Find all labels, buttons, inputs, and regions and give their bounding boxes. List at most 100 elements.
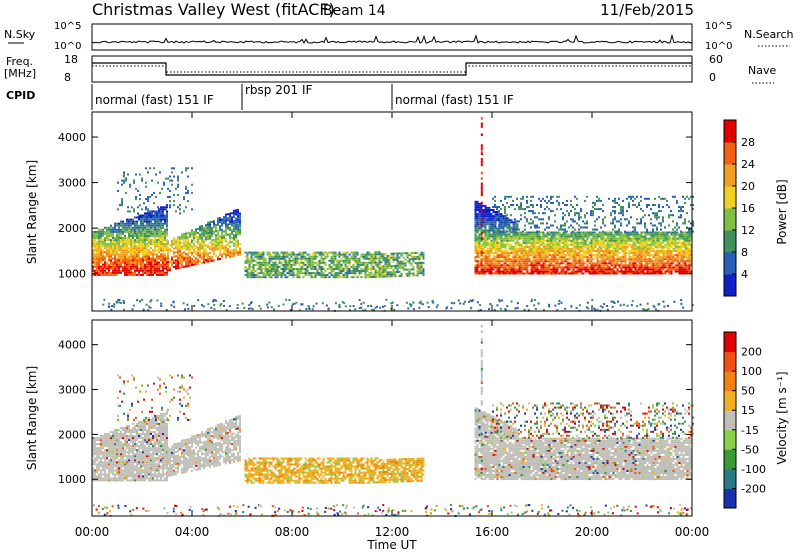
heatmap-cell — [676, 270, 679, 273]
heatmap-cell — [476, 206, 479, 209]
heatmap-cell — [578, 218, 580, 221]
heatmap-cell — [644, 258, 647, 261]
heatmap-cell — [542, 241, 545, 244]
heatmap-cell — [658, 258, 661, 261]
heatmap-cell — [225, 238, 227, 241]
heatmap-cell — [562, 270, 565, 273]
heatmap-cell — [674, 264, 677, 267]
heatmap-cell — [514, 225, 517, 228]
heatmap-cell — [550, 270, 553, 273]
heatmap-cell — [380, 271, 383, 274]
heatmap-cell — [197, 252, 199, 255]
heatmap-cell — [606, 243, 609, 246]
heatmap-cell — [498, 254, 501, 257]
heatmap-cell — [562, 231, 565, 234]
heatmap-cell — [398, 260, 401, 263]
heatmap-cell — [568, 243, 571, 246]
heatmap-cell — [181, 251, 183, 254]
heatmap-cell — [384, 263, 387, 266]
heatmap-cell — [620, 266, 623, 269]
heatmap-cell — [576, 272, 579, 275]
heatmap-cell — [122, 251, 124, 254]
heatmap-cell — [294, 253, 297, 256]
heatmap-cell — [346, 268, 349, 270]
heatmap-cell — [146, 232, 148, 235]
heatmap-cell — [608, 266, 611, 269]
heatmap-cell — [554, 245, 557, 248]
heatmap-cell — [118, 261, 120, 264]
heatmap-cell — [116, 235, 118, 237]
heatmap-cell — [146, 218, 148, 221]
heatmap-cell — [502, 219, 505, 222]
heatmap-cell — [189, 248, 191, 251]
heatmap-cell — [130, 269, 132, 272]
heatmap-cell — [500, 260, 503, 263]
heatmap-cell — [231, 224, 233, 227]
heatmap-cell — [530, 195, 532, 198]
heatmap-cell — [488, 260, 491, 263]
heatmap-cell — [193, 255, 195, 258]
heatmap-cell — [482, 241, 485, 244]
heatmap-cell — [120, 255, 122, 258]
heatmap-cell — [284, 265, 287, 268]
heatmap-cell — [476, 221, 479, 224]
heatmap-cell — [298, 268, 301, 270]
heatmap-cell — [682, 241, 685, 244]
heatmap-cell — [116, 249, 118, 252]
heatmap-cell — [688, 250, 691, 252]
heatmap-cell — [104, 226, 106, 229]
heatmap-cell — [120, 245, 122, 248]
heatmap-cell — [227, 217, 229, 220]
heatmap-cell — [258, 276, 261, 279]
heatmap-cell — [326, 268, 329, 270]
heatmap-cell — [118, 224, 120, 227]
heatmap-cell — [670, 245, 673, 248]
heatmap-cell — [142, 224, 144, 227]
heatmap-cell — [550, 264, 553, 267]
heatmap-cell — [474, 256, 477, 259]
heatmap-cell — [356, 253, 359, 256]
heatmap-cell — [300, 272, 303, 275]
heatmap-cell — [536, 226, 538, 229]
heatmap-cell — [488, 262, 491, 265]
heatmap-cell — [666, 245, 669, 248]
heatmap-cell — [207, 223, 209, 226]
heatmap-cell — [478, 272, 481, 275]
heatmap-cell — [614, 233, 617, 236]
heatmap-cell — [516, 239, 519, 242]
heatmap-cell — [600, 254, 603, 257]
heatmap-cell — [132, 226, 134, 229]
heatmap-cell — [308, 261, 311, 264]
heatmap-cell — [502, 258, 505, 261]
heatmap-cell — [544, 268, 547, 271]
heatmap-cell — [552, 264, 555, 267]
heatmap-cell — [486, 217, 489, 220]
heatmap-cell — [124, 241, 126, 244]
heatmap-cell — [106, 263, 108, 266]
heatmap-cell — [666, 264, 669, 267]
heatmap-cell — [510, 221, 513, 224]
heatmap-cell — [598, 272, 601, 275]
heatmap-cell — [562, 216, 564, 219]
heatmap-cell — [167, 267, 169, 270]
heatmap-cell — [231, 236, 233, 239]
heatmap-cell — [160, 230, 162, 233]
heatmap-cell — [356, 251, 359, 254]
heatmap-cell — [576, 235, 579, 238]
heatmap-cell — [185, 244, 187, 247]
heatmap-cell — [104, 230, 106, 233]
heatmap-cell — [538, 212, 540, 215]
heatmap-cell — [522, 241, 525, 244]
heatmap-cell — [237, 223, 239, 226]
heatmap-cell — [167, 240, 169, 243]
heatmap-cell — [668, 260, 671, 263]
heatmap-cell — [334, 274, 337, 277]
heatmap-cell — [526, 250, 529, 252]
heatmap-cell — [126, 224, 128, 227]
heatmap-cell — [118, 265, 120, 268]
heatmap-cell — [484, 245, 487, 248]
heatmap-cell — [672, 250, 675, 252]
heatmap-cell — [221, 245, 223, 248]
heatmap-cell — [508, 237, 511, 240]
heatmap-cell — [231, 255, 233, 258]
